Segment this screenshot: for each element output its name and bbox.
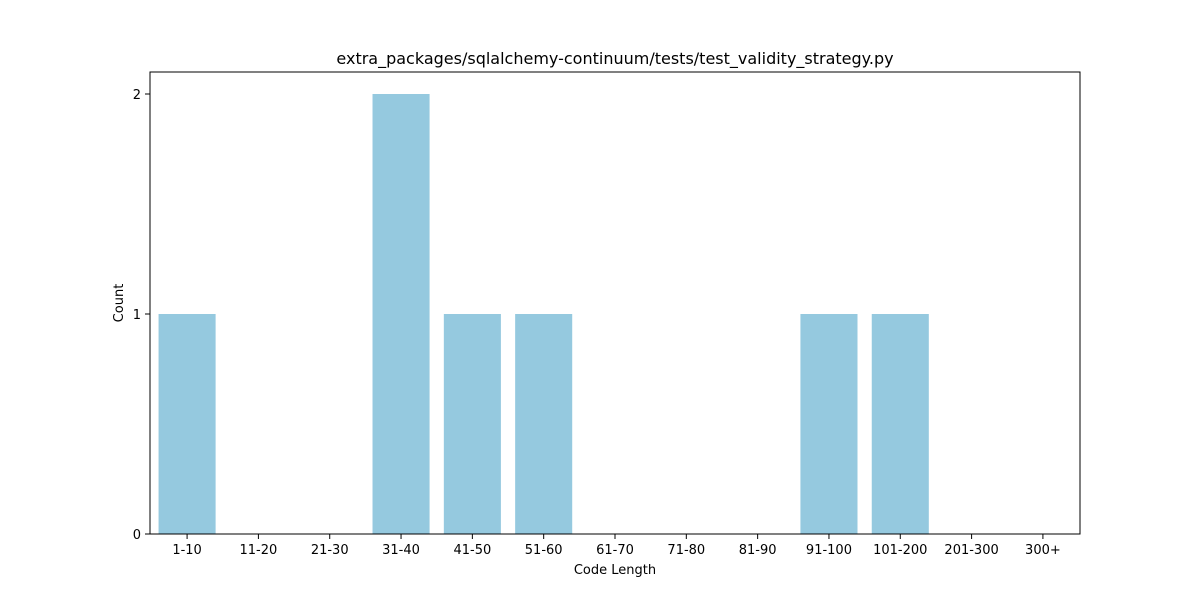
bar-51-60 bbox=[515, 314, 573, 534]
bar-91-100 bbox=[800, 314, 858, 534]
x-axis-ticks: 1-10 11-20 21-30 31-40 41-50 51-60 61-70 71-80 8… bbox=[172, 534, 1061, 558]
bar-31-40 bbox=[372, 94, 430, 534]
x-tick-label: 201-300 bbox=[944, 543, 998, 558]
x-tick-label: 21-30 bbox=[311, 543, 349, 558]
y-axis-title: Count bbox=[112, 284, 127, 323]
x-tick-label: 31-40 bbox=[382, 543, 420, 558]
x-tick-label: 91-100 bbox=[806, 543, 852, 558]
y-tick-label: 1 bbox=[133, 308, 141, 323]
bar-1-10 bbox=[158, 314, 216, 534]
y-tick-label: 2 bbox=[133, 88, 141, 103]
bar-41-50 bbox=[443, 314, 501, 534]
x-tick-label: 61-70 bbox=[596, 543, 634, 558]
bars-group bbox=[158, 94, 929, 534]
x-tick-label: 11-20 bbox=[240, 543, 278, 558]
x-tick-label: 1-10 bbox=[172, 543, 202, 558]
bar-101-200 bbox=[871, 314, 929, 534]
x-axis-title: Code Length bbox=[574, 563, 656, 578]
x-tick-label: 51-60 bbox=[525, 543, 563, 558]
y-tick-label: 0 bbox=[133, 528, 141, 543]
x-tick-label: 41-50 bbox=[453, 543, 491, 558]
plot-frame bbox=[149, 71, 1081, 535]
x-tick-label: 71-80 bbox=[667, 543, 705, 558]
x-tick-label: 300+ bbox=[1025, 543, 1061, 558]
y-axis-ticks: 0 1 2 bbox=[133, 88, 150, 543]
x-tick-label: 101-200 bbox=[873, 543, 927, 558]
chart-title: extra_packages/sqlalchemy-continuum/test… bbox=[336, 49, 893, 69]
x-tick-label: 81-90 bbox=[739, 543, 777, 558]
